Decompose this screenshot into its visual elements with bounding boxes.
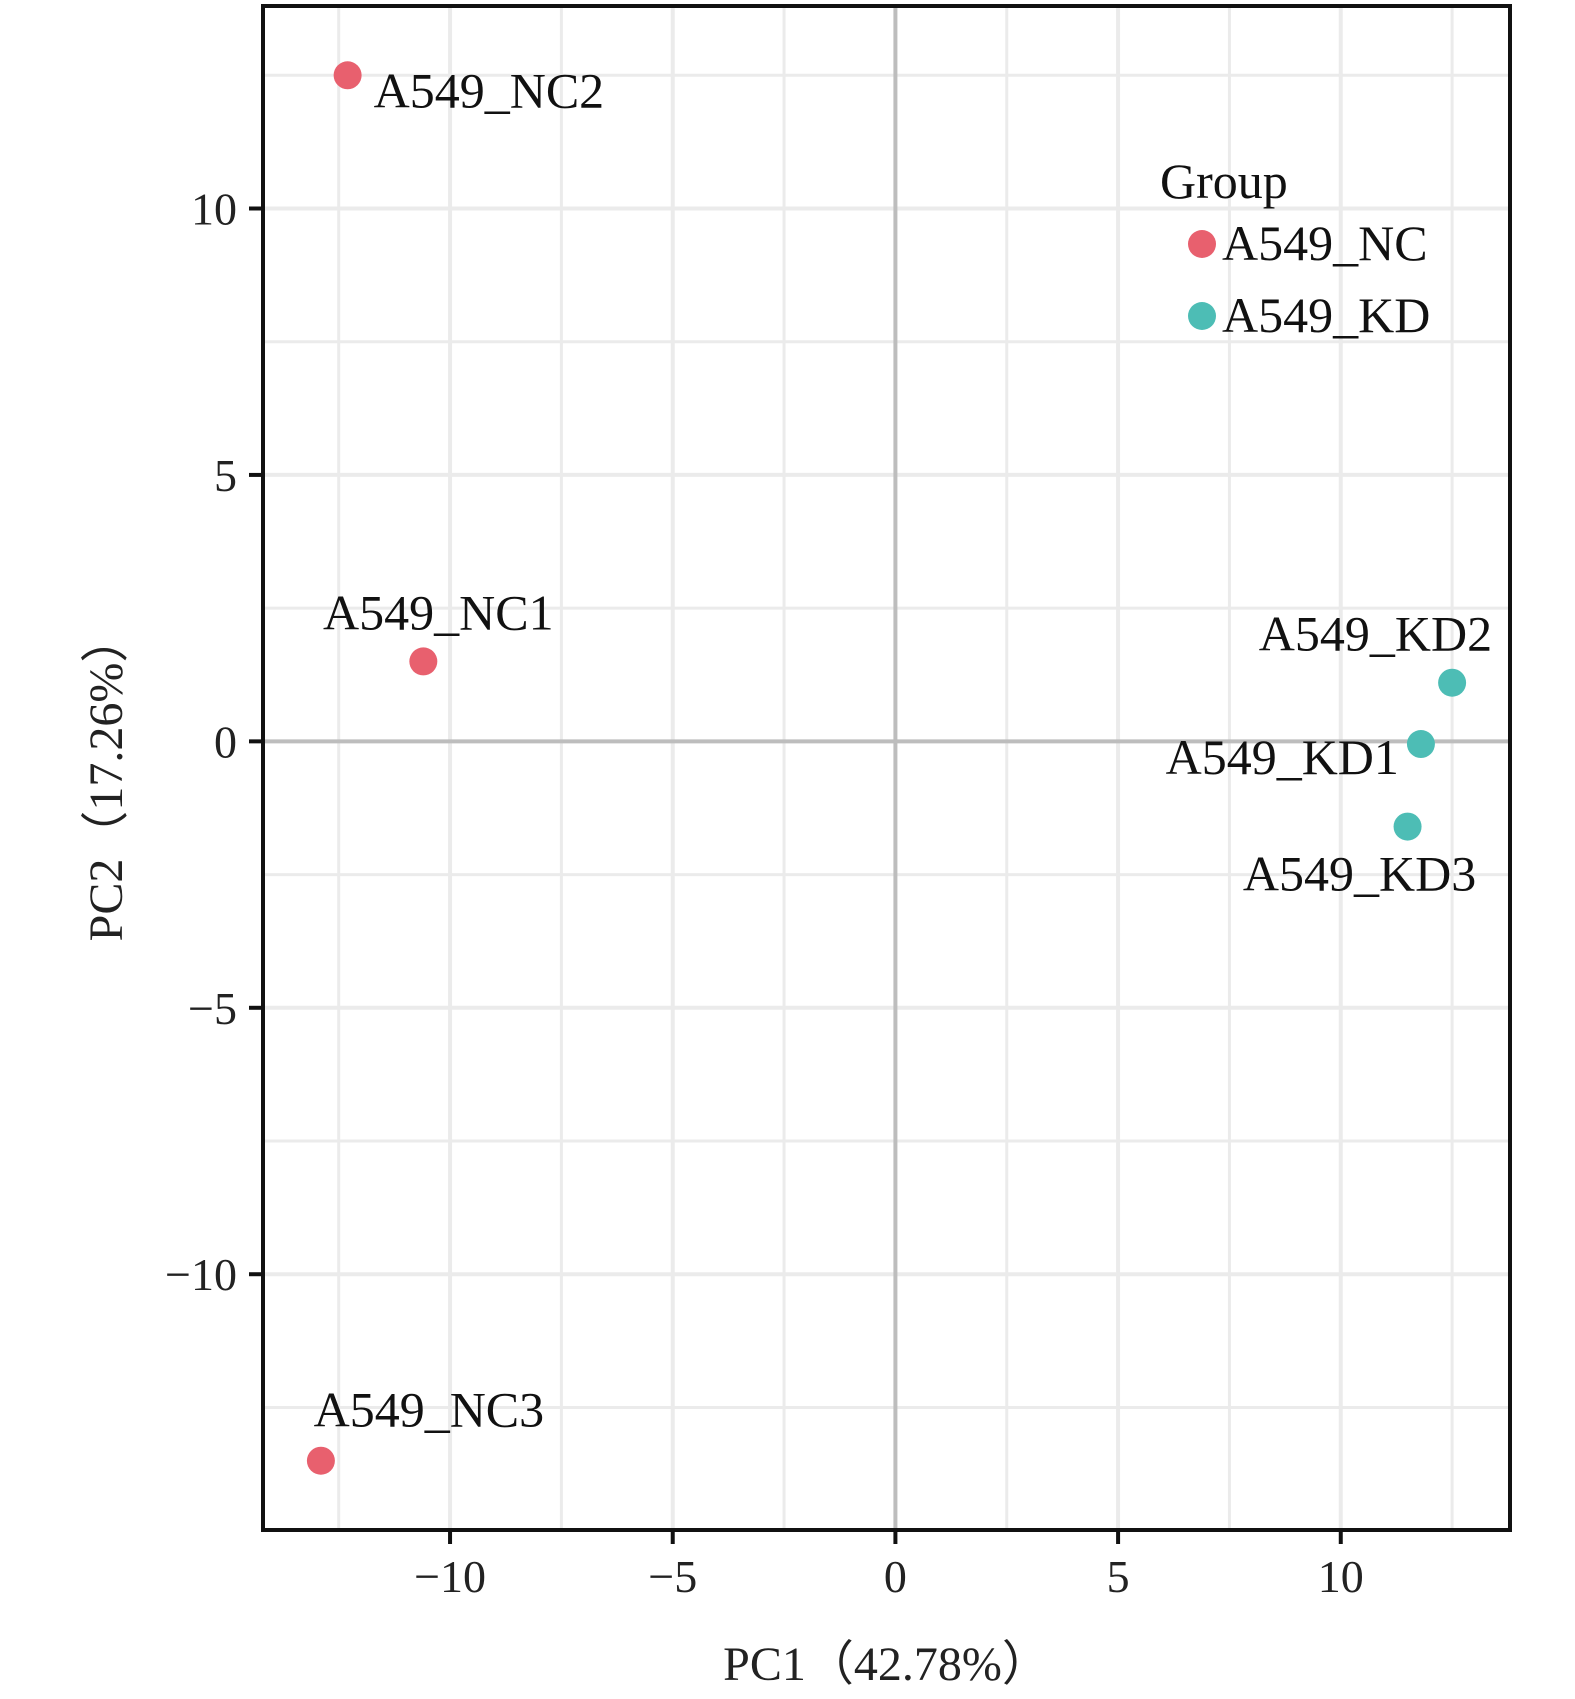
data-point: [1406, 730, 1435, 759]
y-tick-label: −5: [188, 983, 237, 1034]
x-axis-title: PC1（42.78%）: [723, 1638, 1050, 1691]
legend-swatch: [1188, 230, 1216, 258]
grid-major: [263, 6, 1510, 1530]
data-point: [306, 1446, 335, 1475]
y-tick-label: −10: [165, 1249, 237, 1300]
x-tick-label: 5: [1107, 1551, 1130, 1602]
x-axis-ticks: −10 −5 0 5 10: [414, 1530, 1364, 1602]
data-points: A549_NC1 A549_NC2 A549_NC3 A549_KD1 A549_KD2…: [306, 61, 1492, 1475]
point-label: A549_NC2: [374, 62, 605, 118]
legend-label: A549_KD: [1222, 287, 1430, 343]
y-tick-label: 5: [214, 450, 237, 501]
point-label: A549_NC3: [314, 1382, 545, 1438]
data-point: [1393, 812, 1422, 841]
grid-minor: [263, 6, 1510, 1530]
zero-lines: [263, 6, 1510, 1530]
legend: Group A549_NC A549_KD: [1160, 153, 1430, 343]
legend-title: Group: [1160, 153, 1288, 209]
x-tick-label: −10: [414, 1551, 486, 1602]
point-label: A549_KD1: [1166, 729, 1399, 785]
y-tick-label: 0: [214, 716, 237, 767]
y-axis-title: PC2（17.26%）: [80, 615, 133, 942]
point-label: A549_KD3: [1243, 846, 1476, 902]
y-tick-label: 10: [191, 183, 237, 234]
data-point: [409, 647, 438, 676]
x-tick-label: 10: [1318, 1551, 1364, 1602]
x-tick-label: −5: [648, 1551, 697, 1602]
legend-swatch: [1188, 302, 1216, 330]
data-point: [1438, 668, 1467, 697]
point-label: A549_KD2: [1259, 606, 1492, 662]
data-point: [333, 61, 362, 90]
x-tick-label: 0: [884, 1551, 907, 1602]
point-label: A549_NC1: [323, 584, 554, 640]
plot-frame: [261, 4, 1512, 1532]
legend-label: A549_NC: [1222, 215, 1428, 271]
y-axis-ticks: −10 −5 0 5 10: [165, 183, 263, 1300]
